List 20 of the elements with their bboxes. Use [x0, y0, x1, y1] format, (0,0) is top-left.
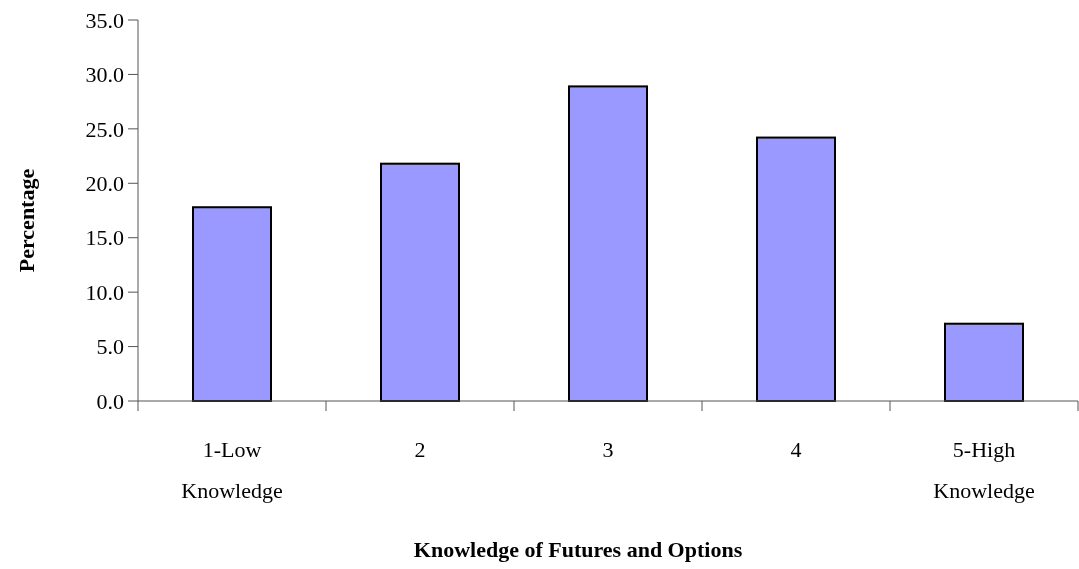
y-tick-label: 5.0 [96, 334, 124, 360]
y-tick-label: 20.0 [85, 170, 124, 196]
x-tick-label: 4 [790, 437, 802, 462]
y-tick-label: 35.0 [85, 7, 124, 33]
y-tick-label: 10.0 [85, 279, 124, 305]
bar [568, 85, 648, 402]
y-tick-label: 0.0 [96, 388, 124, 414]
bar [380, 162, 460, 402]
bar [756, 136, 836, 402]
y-tick-label: 25.0 [85, 116, 124, 142]
x-tick-label: 2 [414, 437, 426, 462]
x-tick-label: 5-High Knowledge [933, 437, 1035, 503]
x-axis-title: Knowledge of Futures and Options [413, 537, 743, 562]
y-axis-title: Percentage [14, 168, 39, 273]
y-tick-label: 15.0 [85, 225, 124, 251]
y-tick-label: 30.0 [85, 62, 124, 88]
x-tick-label: 1-Low Knowledge [181, 437, 283, 503]
x-tick-label: 3 [602, 437, 614, 462]
bar [944, 322, 1024, 402]
bar [192, 206, 272, 402]
